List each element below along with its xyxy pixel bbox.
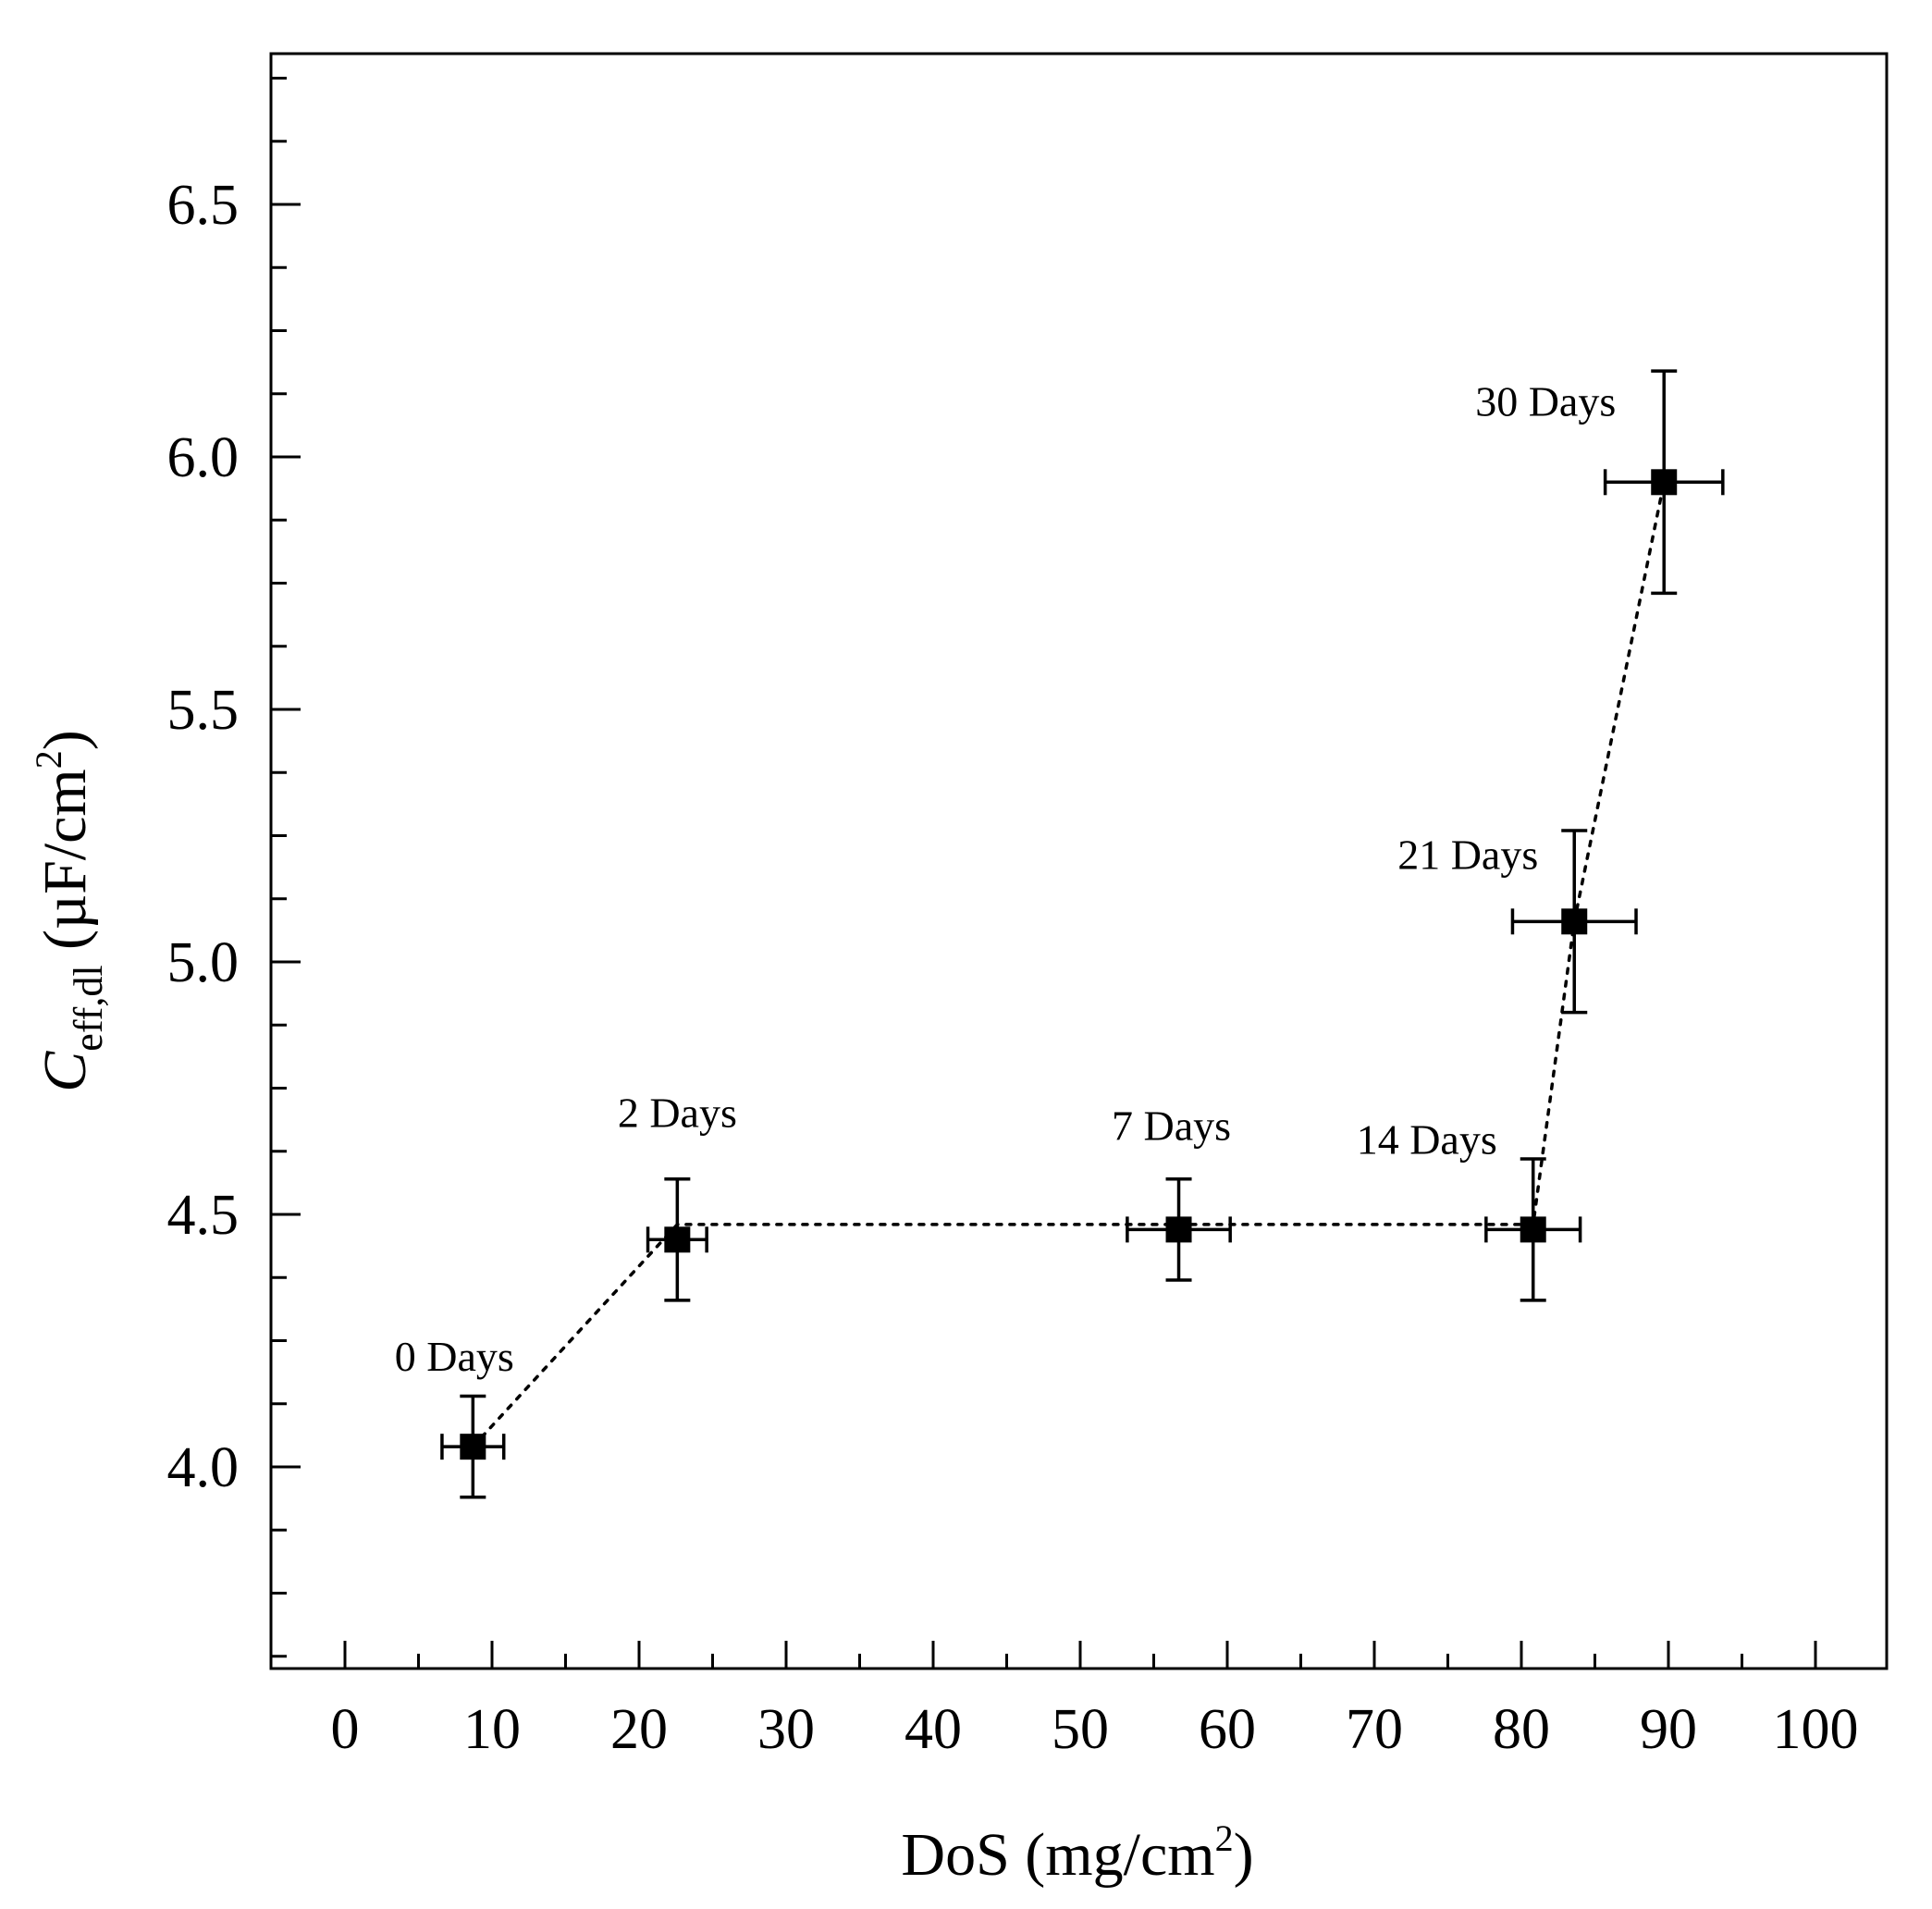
y-axis-title-sub: eff,dl bbox=[66, 965, 111, 1051]
data-point-marker bbox=[1520, 1216, 1546, 1243]
y-axis-title-close: ) bbox=[31, 730, 99, 750]
data-point-label: 2 Days bbox=[618, 1089, 737, 1136]
x-axis-title-close: ) bbox=[1234, 1821, 1254, 1889]
data-point-label: 7 Days bbox=[1112, 1102, 1231, 1149]
x-tick-label: 100 bbox=[1773, 1698, 1859, 1761]
series-connector-line bbox=[471, 480, 1666, 1448]
x-axis-title: DoS (mg/cm2) bbox=[901, 1817, 1253, 1889]
data-point-label: 30 Days bbox=[1475, 377, 1616, 425]
data-point-marker bbox=[460, 1434, 486, 1460]
x-tick-label: 70 bbox=[1346, 1698, 1403, 1761]
x-tick-label: 90 bbox=[1640, 1698, 1697, 1761]
data-point-marker bbox=[1165, 1216, 1192, 1243]
x-axis-title-main: DoS (mg/cm bbox=[901, 1821, 1214, 1889]
x-tick-label: 20 bbox=[610, 1698, 668, 1761]
x-axis-title-sup: 2 bbox=[1215, 1817, 1234, 1859]
x-tick-label: 50 bbox=[1052, 1698, 1109, 1761]
data-point-marker bbox=[1651, 469, 1678, 496]
y-axis-title-unit: (µF/cm bbox=[31, 769, 99, 965]
data-point-label: 21 Days bbox=[1397, 831, 1538, 878]
x-tick-label: 0 bbox=[331, 1698, 360, 1761]
x-tick-label: 10 bbox=[463, 1698, 521, 1761]
data-point-label: 0 Days bbox=[395, 1333, 514, 1380]
x-tick-label: 40 bbox=[904, 1698, 962, 1761]
data-point-marker bbox=[1561, 908, 1588, 935]
data-point-label: 14 Days bbox=[1357, 1115, 1497, 1163]
y-tick-label: 4.0 bbox=[167, 1436, 240, 1499]
y-tick-label: 4.5 bbox=[167, 1184, 240, 1247]
y-tick-label: 6.5 bbox=[167, 174, 240, 237]
y-axis-title: Ceff,dl (µF/cm2) bbox=[28, 730, 111, 1091]
x-tick-label: 60 bbox=[1199, 1698, 1256, 1761]
y-tick-label: 5.0 bbox=[167, 931, 240, 994]
plot-frame bbox=[269, 52, 1889, 1670]
y-tick-label: 6.0 bbox=[167, 426, 240, 489]
y-axis-title-sup: 2 bbox=[28, 750, 69, 769]
y-tick-label: 5.5 bbox=[167, 679, 240, 742]
x-tick-label: 30 bbox=[757, 1698, 815, 1761]
x-tick-label: 80 bbox=[1493, 1698, 1550, 1761]
data-point-marker bbox=[664, 1226, 691, 1253]
y-axis-title-symbol: C bbox=[31, 1051, 99, 1092]
